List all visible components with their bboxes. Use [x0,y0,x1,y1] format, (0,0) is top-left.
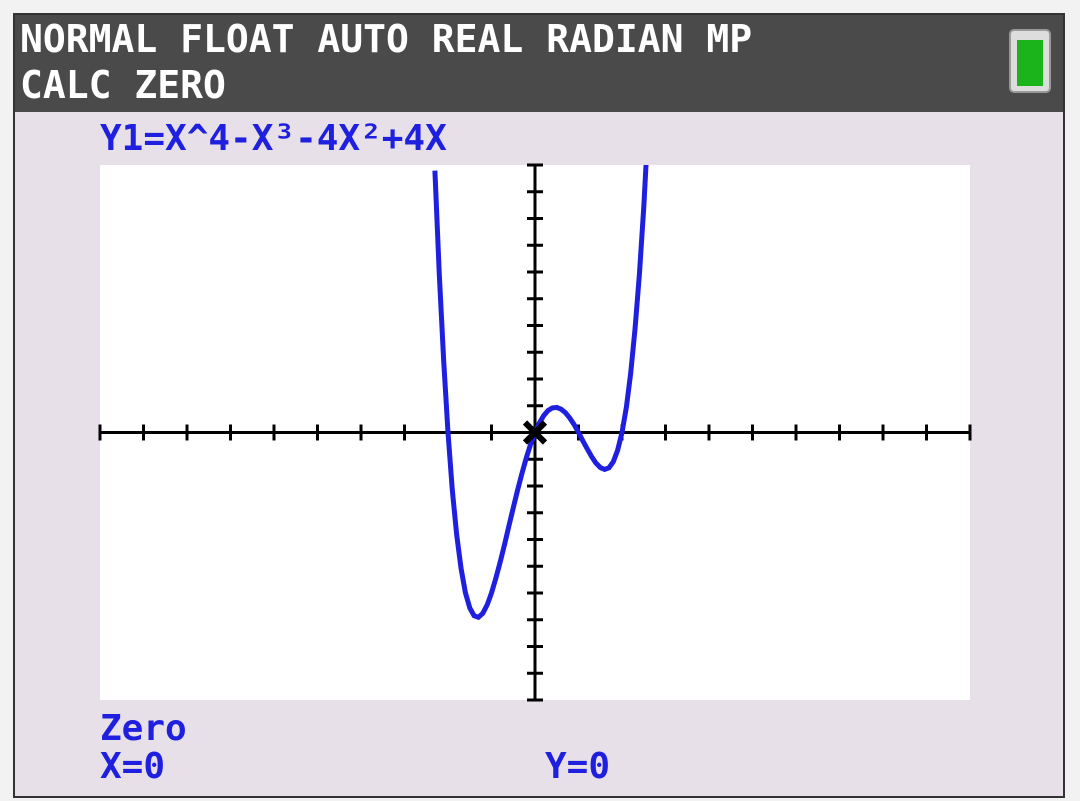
status-line: NORMAL FLOAT AUTO REAL RADIAN MP [20,17,752,61]
equation: Y1=X^4-X³-4X²+4X [100,118,447,159]
result-y: Y=0 [545,746,610,787]
battery-level [1017,40,1043,86]
page: {"status_bar": {"line1": "NORMAL FLOAT A… [0,0,1080,801]
result-x: X=0 [100,746,165,787]
status-line: CALC ZERO [20,63,226,107]
calculator-screen: NORMAL FLOAT AUTO REAL RADIAN MP CALC ZE… [0,0,1080,801]
result-title: Zero [100,708,187,749]
